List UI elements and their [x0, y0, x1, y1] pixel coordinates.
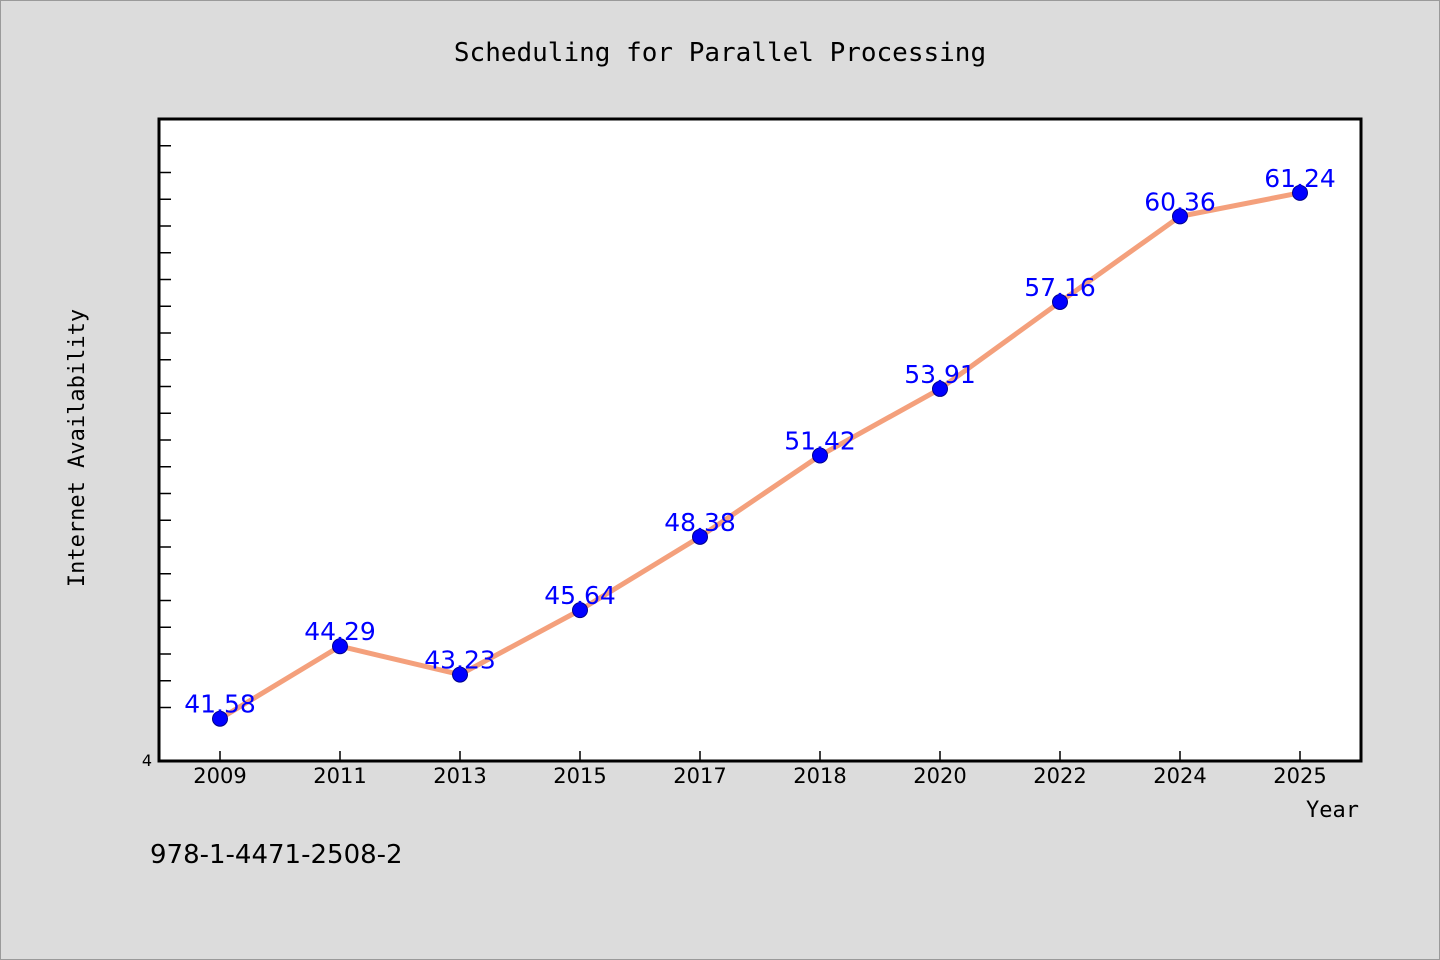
data-point — [332, 638, 348, 655]
x-tick-label: 2011 — [313, 764, 366, 788]
data-label: 61.24 — [1264, 164, 1336, 193]
x-tick-label: 2017 — [673, 764, 726, 788]
x-tick-label: 2022 — [1033, 764, 1086, 788]
chart-title: Scheduling for Parallel Processing — [454, 38, 986, 68]
x-tick-label: 2013 — [433, 764, 486, 788]
series-markers — [212, 184, 1308, 727]
series-line — [218, 190, 1301, 721]
footnote: 978-1-4471-2508-2 — [150, 840, 403, 870]
x-tick-label: 2025 — [1273, 764, 1326, 788]
data-label: 45.64 — [544, 581, 616, 610]
data-point — [452, 666, 468, 683]
data-label: 53.91 — [904, 360, 976, 389]
data-point — [572, 602, 588, 619]
data-point — [1292, 184, 1308, 201]
data-label: 41.58 — [184, 690, 256, 719]
x-axis-label: Year — [1306, 798, 1359, 823]
plot-area — [157, 117, 1363, 763]
x-axis-ticks: 2009 2011 2013 2015 2017 2018 2020 2022 2024 2025 — [193, 751, 1327, 788]
data-label: 44.29 — [304, 617, 376, 646]
data-label: 60.36 — [1144, 187, 1216, 216]
x-tick-label: 2024 — [1153, 764, 1206, 788]
data-label: 43.23 — [424, 646, 496, 675]
x-tick-label: 2018 — [793, 764, 846, 788]
data-label: 48.38 — [664, 508, 736, 537]
data-point — [812, 447, 828, 464]
data-point — [932, 380, 948, 397]
y-axis-ticks — [159, 145, 171, 709]
data-point — [692, 528, 708, 545]
y-axis-label: Internet Availability — [65, 309, 90, 587]
data-labels: 41.58 44.29 43.23 45.64 48.38 51.42 53.91 57.16… — [184, 164, 1336, 719]
data-point — [1172, 208, 1188, 225]
data-label: 57.16 — [1024, 273, 1096, 302]
data-point — [1052, 293, 1068, 310]
data-label: 51.42 — [784, 427, 856, 456]
x-tick-label: 2009 — [193, 764, 246, 788]
data-point — [212, 710, 228, 727]
x-tick-label: 2015 — [553, 764, 606, 788]
x-tick-label: 2020 — [913, 764, 966, 788]
y-tick-label: 4 — [142, 751, 152, 770]
